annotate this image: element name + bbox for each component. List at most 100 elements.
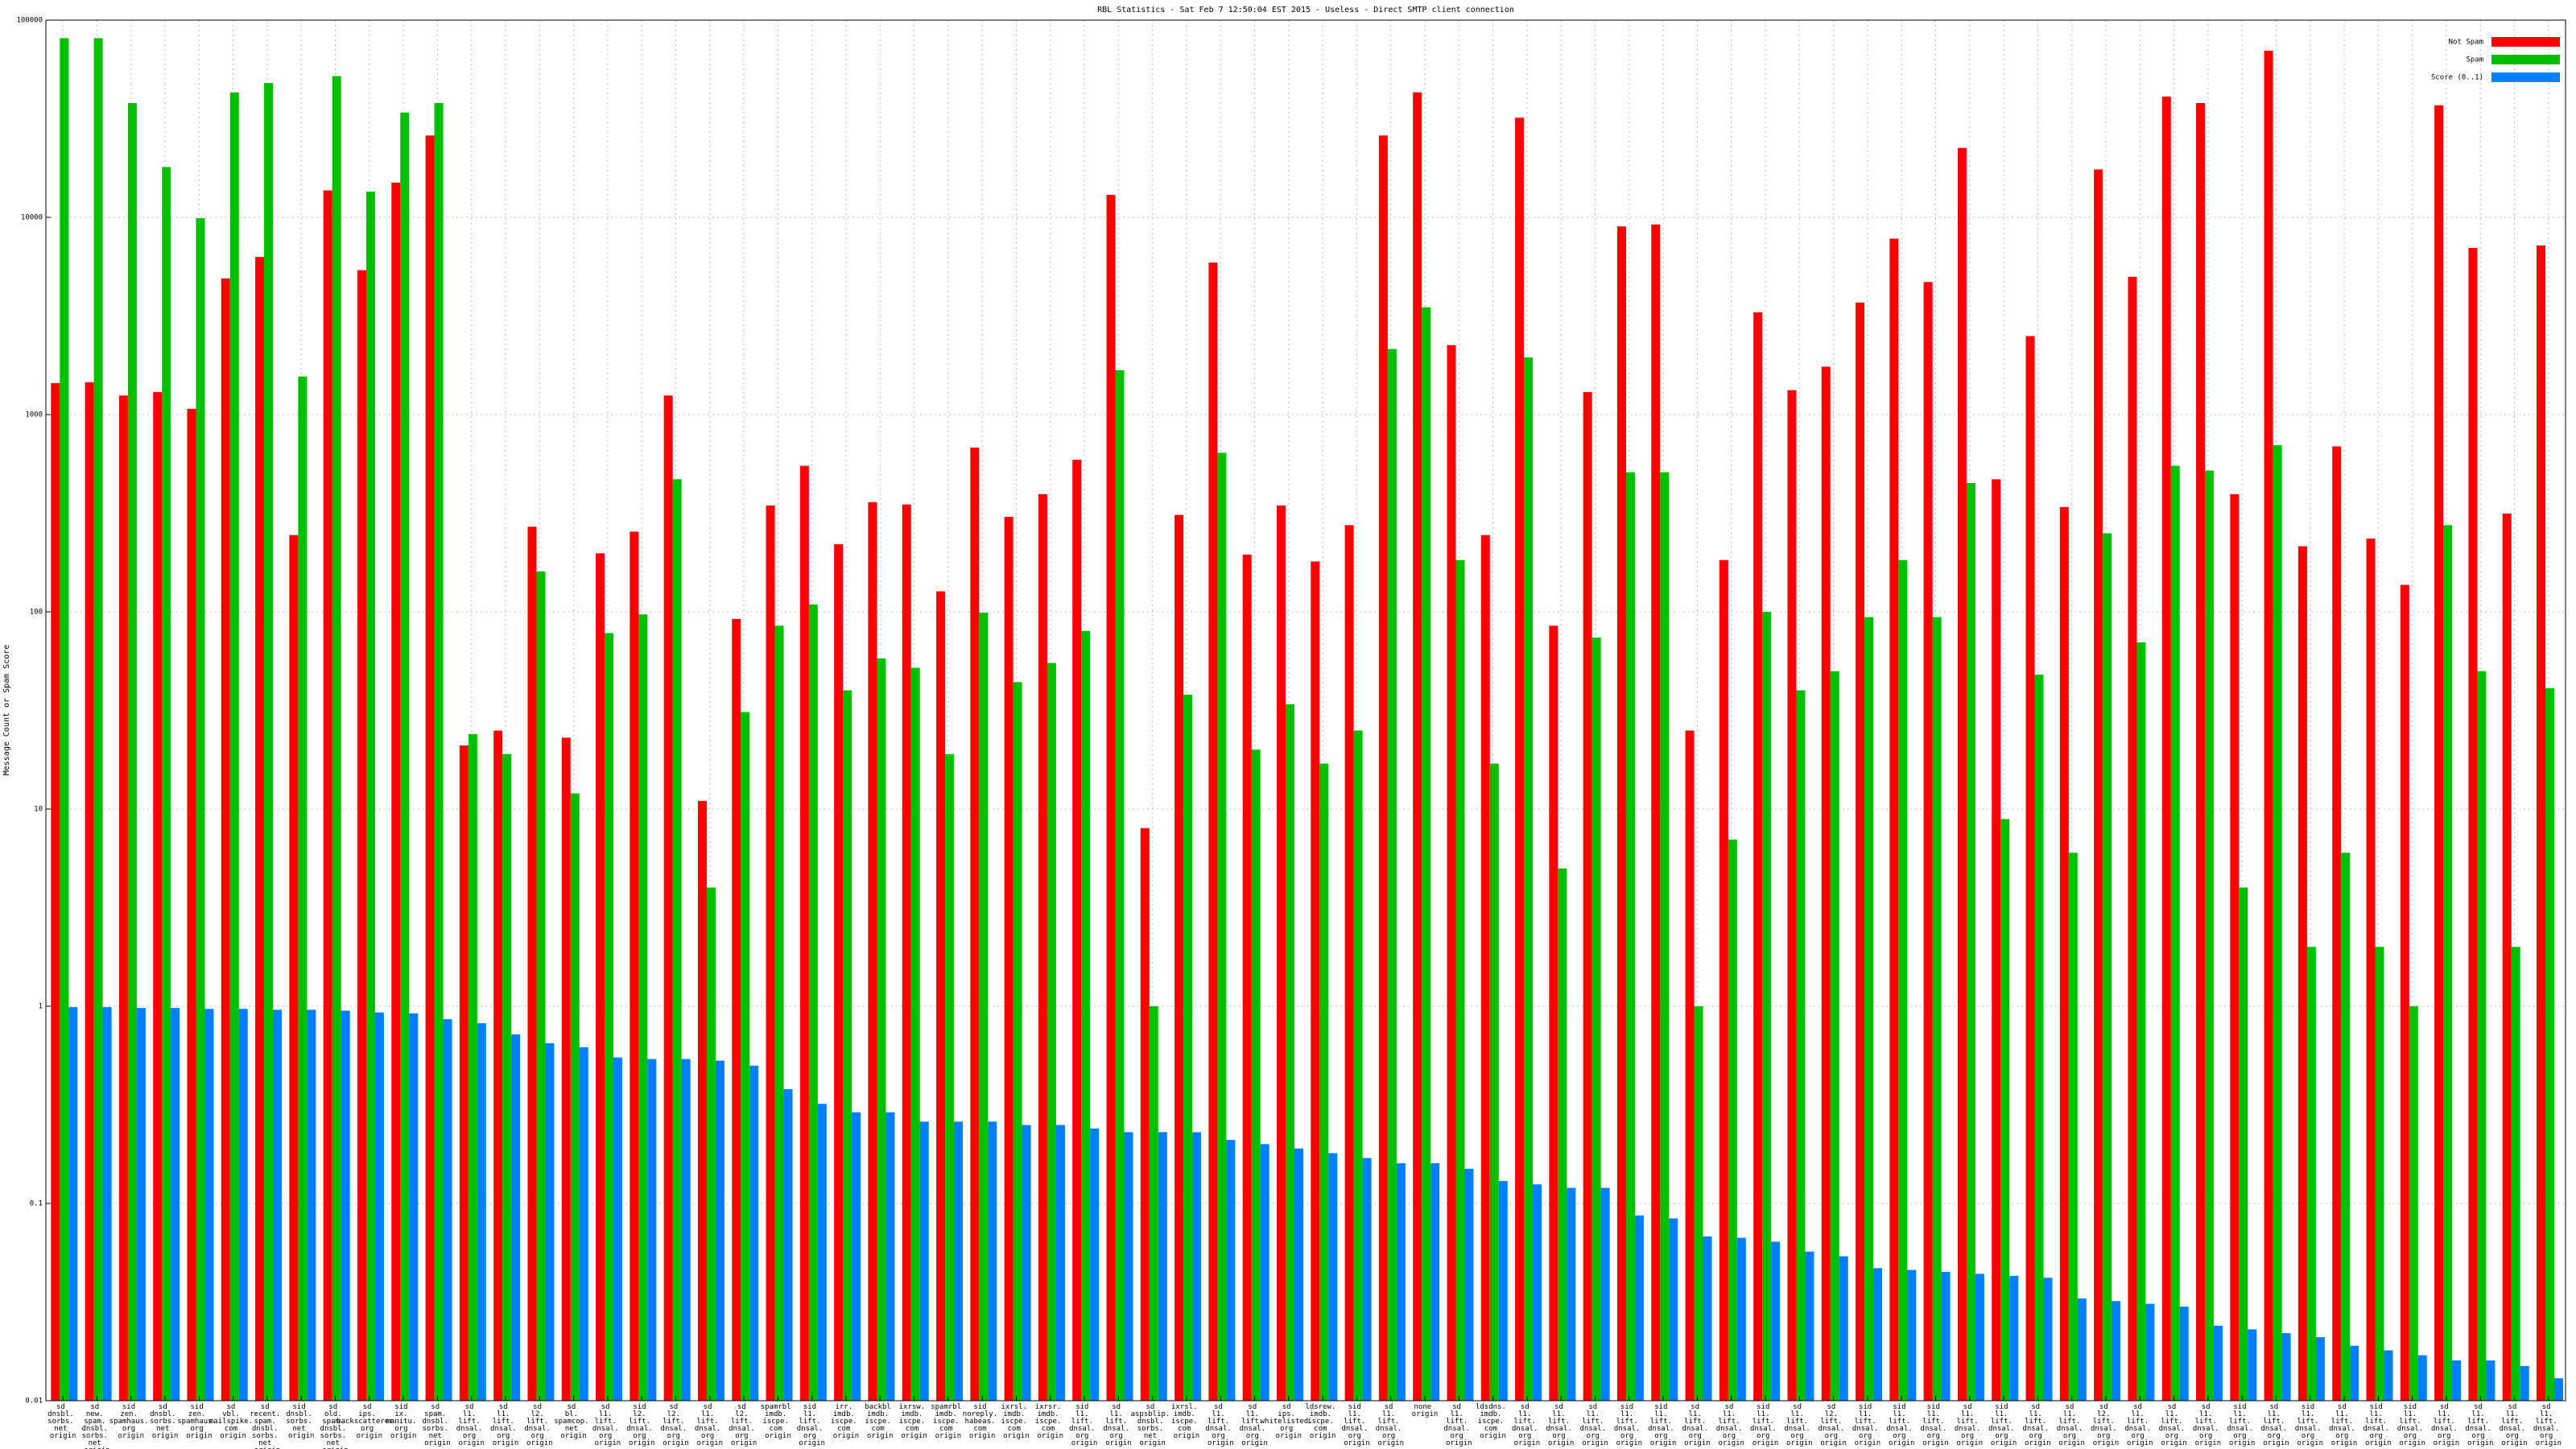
x-tick-label: sd l1. lift. dnsal. org origin [2465, 1403, 2496, 1447]
bar [1022, 1125, 1031, 1401]
x-tick-label: sd l2. lift. dnsal. org origin [729, 1403, 759, 1447]
bar [2248, 1329, 2257, 1401]
bar [196, 218, 205, 1402]
bar [1830, 671, 1839, 1401]
bar [1651, 224, 1661, 1402]
bar [596, 553, 605, 1401]
x-tick-label: sid zen. spamhaus. org origin [177, 1403, 221, 1440]
bar [1558, 868, 1567, 1401]
bar [2366, 539, 2376, 1401]
bar [783, 1088, 793, 1401]
bar [2384, 1350, 2393, 1401]
bar [1932, 617, 1942, 1401]
bar [1839, 1256, 1848, 1401]
bar [970, 448, 980, 1401]
bar [1344, 525, 1354, 1401]
y-tick-label: 10 [34, 806, 43, 814]
bar [93, 38, 103, 1402]
bar [1907, 1269, 1917, 1401]
x-tick-label: ixrsw. imdb. iscpe. com origin [899, 1403, 930, 1440]
x-tick-label: none origin [1412, 1403, 1439, 1418]
x-tick-label: sd l1. lift. dnsal. org origin [2533, 1403, 2564, 1447]
bar [2400, 584, 2409, 1401]
bar [68, 1007, 78, 1401]
bar [936, 591, 946, 1401]
bar [774, 625, 784, 1401]
bar [799, 465, 809, 1402]
x-tick-label: ixrsr. imdb. iscpe. com origin [1035, 1403, 1066, 1440]
x-tick-label: ixrsl. imdb. iscpe. com origin [1001, 1403, 1032, 1440]
bar [1455, 559, 1465, 1401]
bar [1286, 704, 1294, 1401]
bar [2332, 446, 2342, 1402]
bar [171, 1008, 180, 1401]
legend-swatch [2491, 55, 2560, 64]
bar [1864, 617, 1874, 1401]
bar [2468, 247, 2478, 1402]
bar [1251, 749, 1261, 1401]
bar [1489, 763, 1499, 1401]
bar [1226, 1140, 1236, 1401]
bar [1753, 312, 1763, 1401]
bar [1625, 472, 1635, 1402]
bar [2375, 947, 2384, 1401]
bar [1158, 1132, 1167, 1401]
bar [2059, 506, 2069, 1402]
bar [1046, 663, 1056, 1401]
bar [2452, 1360, 2462, 1401]
bar [1081, 630, 1091, 1401]
bar [1140, 828, 1150, 1401]
bar [697, 800, 707, 1401]
bar [60, 38, 69, 1402]
bar [1480, 535, 1490, 1401]
bar [1992, 479, 2001, 1402]
bar [357, 270, 366, 1402]
bar [443, 1019, 452, 1401]
x-tick-label: irr. imdb. iscpe. com origin [831, 1403, 861, 1440]
bar [1898, 559, 1908, 1401]
x-tick-label: sd l2. lift. dnsal. org origin [2091, 1403, 2121, 1447]
bar [2273, 444, 2282, 1402]
x-tick-label: sid l1. lift. dnsal. org origin [1069, 1403, 1100, 1447]
bar [613, 1057, 623, 1401]
bar [2545, 687, 2554, 1401]
bar [2068, 852, 2078, 1401]
x-tick-label: sd l2. lift. dnsal. org origin [524, 1403, 555, 1447]
bar [1319, 763, 1329, 1401]
bar [1669, 1218, 1678, 1401]
bar [605, 633, 614, 1401]
bar [162, 167, 171, 1401]
bar [1660, 472, 1670, 1402]
bar [1923, 282, 1933, 1401]
bar [298, 376, 308, 1402]
bar [1634, 1215, 1644, 1401]
bar [647, 1059, 657, 1401]
bar [136, 1008, 146, 1401]
x-tick-label: sid l1. lift. dnsal. org origin [1852, 1403, 1883, 1447]
bar [1694, 1006, 1703, 1401]
x-tick-label: sd l1. lift. dnsal. org origin [592, 1403, 623, 1447]
bar [2264, 50, 2273, 1402]
bar [365, 192, 375, 1401]
bar [1217, 452, 1227, 1402]
bar [1260, 1144, 1269, 1401]
bar [2205, 470, 2215, 1402]
bar [1787, 390, 1797, 1401]
bar [1873, 1268, 1883, 1401]
y-tick-label: 0.1 [30, 1200, 43, 1208]
x-tick-label: ldsdns. imdb. iscpe. com origin [1476, 1403, 1510, 1440]
x-tick-label: sd bl. spamcop. net origin [554, 1403, 593, 1440]
bar [766, 505, 775, 1402]
legend-swatch [2491, 72, 2560, 82]
x-tick-label: sd new. spam. dnsbl. sorbs. net origin [81, 1403, 112, 1449]
bar [1115, 369, 1125, 1402]
y-tick-label: 100000 [16, 17, 43, 25]
x-tick-label: sd l1. lift. dnsal. org origin [1443, 1403, 1474, 1447]
bar [2443, 525, 2453, 1401]
x-tick-label: sd l1. lift. dnsal. org origin [2193, 1403, 2223, 1447]
bar [817, 1104, 827, 1401]
bar [749, 1065, 759, 1401]
bar [1106, 195, 1116, 1402]
bar [638, 614, 648, 1401]
bar [118, 395, 128, 1401]
